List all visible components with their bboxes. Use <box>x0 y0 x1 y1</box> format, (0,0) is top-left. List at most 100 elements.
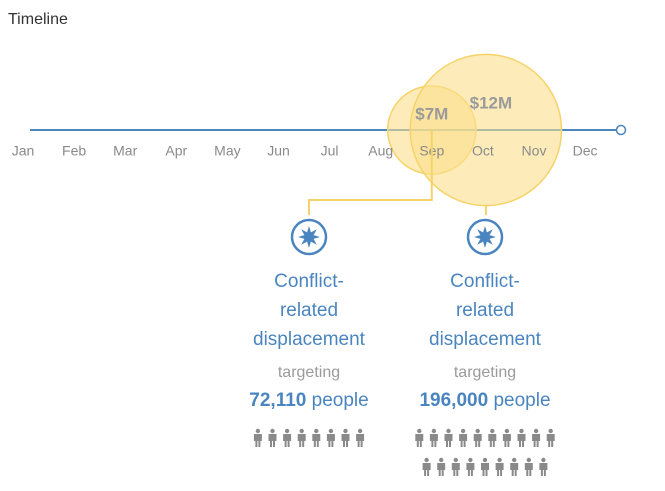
event-title: displacement <box>253 329 366 350</box>
person-head <box>548 428 553 434</box>
amount-label: $12M <box>470 93 513 112</box>
person-body <box>524 463 533 476</box>
event-title: related <box>456 300 514 321</box>
person-icon <box>268 428 277 447</box>
person-head <box>541 457 546 463</box>
person-icon <box>341 428 350 447</box>
person-body <box>546 434 555 447</box>
person-head <box>424 457 429 463</box>
person-body <box>297 434 306 447</box>
title: Timeline <box>8 11 68 28</box>
person-body <box>437 463 446 476</box>
person-body <box>444 434 453 447</box>
person-head <box>512 457 517 463</box>
person-body <box>488 434 497 447</box>
month-label: Dec <box>573 143 598 159</box>
bubbles <box>386 53 563 207</box>
person-head <box>490 428 495 434</box>
month-label: Mar <box>113 143 137 159</box>
person-body <box>473 434 482 447</box>
person-head <box>357 428 363 434</box>
person-icon <box>297 428 306 447</box>
person-body <box>466 463 475 476</box>
month-label: Feb <box>62 143 86 159</box>
person-head <box>417 428 422 434</box>
targeting-label: targeting <box>454 364 516 381</box>
person-body <box>253 434 262 447</box>
person-head <box>284 428 290 434</box>
person-head <box>453 457 458 463</box>
targeting-label: targeting <box>278 364 340 381</box>
person-head <box>314 428 319 434</box>
person-icon <box>415 428 424 447</box>
event-title: displacement <box>429 329 542 350</box>
person-body <box>268 434 277 447</box>
month-label: Nov <box>522 143 547 159</box>
people-count: 196,000 <box>419 390 488 411</box>
person-icon <box>422 457 431 476</box>
person-head <box>255 428 261 434</box>
person-body <box>341 434 350 447</box>
person-head <box>460 428 466 434</box>
person-body <box>451 463 460 476</box>
event-title: related <box>280 300 338 321</box>
person-body <box>510 463 519 476</box>
person-icon <box>495 457 504 476</box>
person-icon <box>283 428 292 447</box>
person-body <box>517 434 526 447</box>
person-head <box>343 428 348 434</box>
person-icon <box>524 457 533 476</box>
event-icon <box>474 226 496 248</box>
person-icon <box>532 428 541 447</box>
event-title: Conflict- <box>450 271 520 292</box>
person-body <box>283 434 292 447</box>
people-count: 72,110 <box>249 390 306 411</box>
month-label: Oct <box>472 143 494 159</box>
connector <box>308 130 433 215</box>
person-icon <box>510 457 519 476</box>
person-icon <box>429 428 438 447</box>
person-body <box>502 434 511 447</box>
person-icon <box>539 457 548 476</box>
person-head <box>504 428 510 434</box>
person-body <box>356 434 365 447</box>
person-body <box>312 434 321 447</box>
person-icon <box>312 428 321 447</box>
people-suffix: people <box>312 390 369 411</box>
month-label: Aug <box>368 143 393 159</box>
person-icon <box>502 428 511 447</box>
person-icon <box>444 428 453 447</box>
person-head <box>533 428 539 434</box>
person-icon <box>451 457 460 476</box>
person-icon <box>437 457 446 476</box>
funding-bubble <box>409 53 563 207</box>
event-icon <box>298 226 320 248</box>
amount-label: $7M <box>415 104 448 123</box>
people-line: 196,000 people <box>419 390 550 411</box>
person-head <box>526 457 531 463</box>
person-body <box>539 463 548 476</box>
person-icon <box>253 428 262 447</box>
people-line: 72,110 people <box>249 390 368 411</box>
person-head <box>328 428 334 434</box>
person-icon <box>466 457 475 476</box>
person-icon <box>517 428 526 447</box>
person-body <box>326 434 335 447</box>
person-icon <box>488 428 497 447</box>
person-head <box>468 457 473 463</box>
timeline-end <box>615 124 627 136</box>
people-suffix: people <box>493 390 550 411</box>
person-head <box>482 457 488 463</box>
person-head <box>299 428 304 434</box>
person-body <box>429 434 438 447</box>
month-label: May <box>214 143 240 159</box>
person-head <box>431 428 437 434</box>
month-label: Jun <box>267 143 290 159</box>
person-head <box>439 457 444 463</box>
person-body <box>481 463 489 476</box>
event-title: Conflict- <box>274 271 344 292</box>
person-icon <box>481 457 489 476</box>
person-head <box>446 428 451 434</box>
person-body <box>495 463 504 476</box>
